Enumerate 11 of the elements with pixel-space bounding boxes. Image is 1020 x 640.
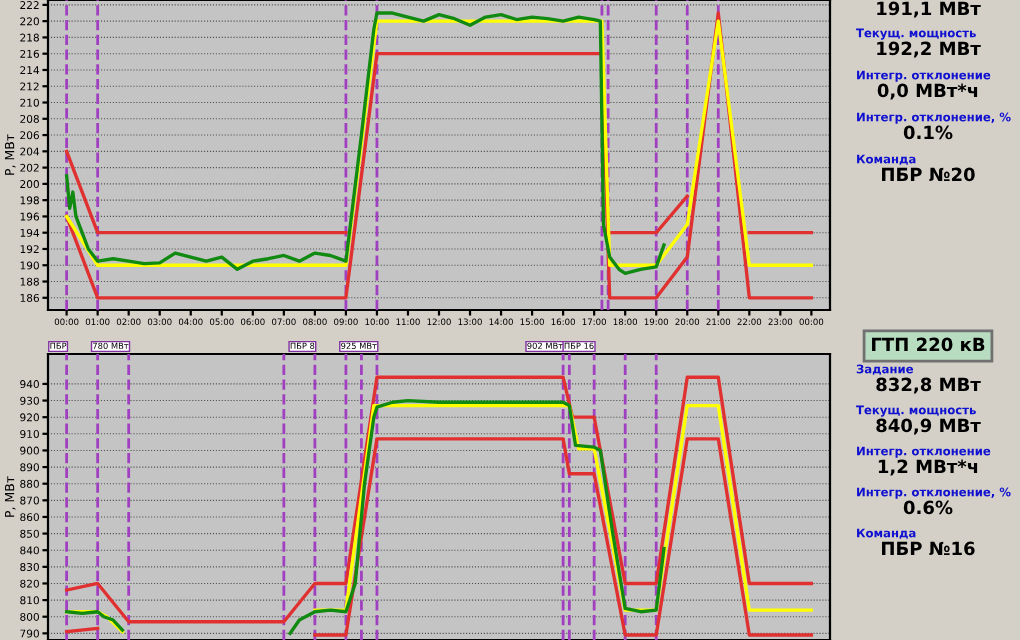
text: 0.1% [903, 125, 953, 140]
text: 0.6% [903, 500, 953, 515]
text: 0,0 МВт*ч [877, 83, 978, 100]
text: 192,2 МВт [877, 41, 981, 58]
text: 840,9 МВт [876, 418, 981, 435]
text: 1,2 МВт*ч [878, 459, 978, 476]
text: ПБР №16 [882, 541, 975, 556]
text: 832,8 МВт [876, 377, 981, 394]
text: 191,1 МВт [877, 1, 981, 18]
text: ГТП 220 кВ [872, 337, 985, 352]
text: ПБР №20 [882, 167, 975, 182]
